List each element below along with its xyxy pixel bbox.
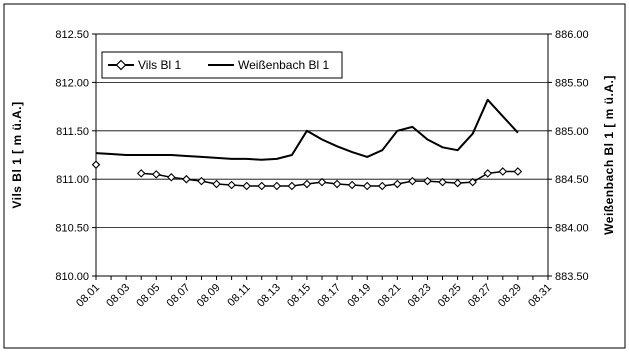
data-point-vils <box>483 169 493 178</box>
data-point-vils <box>167 172 176 182</box>
y-left-tick-label: 811.00 <box>56 174 89 186</box>
y-left-tick-label: 810.50 <box>55 223 89 235</box>
y-left-tick-label: 810.00 <box>55 271 89 283</box>
data-point-vils <box>332 179 342 189</box>
data-point-vils <box>151 170 161 179</box>
data-point-vils <box>438 177 447 187</box>
data-point-vils <box>513 167 523 176</box>
legend-label-vils: Vils Bl 1 <box>138 58 181 72</box>
y-right-tick-label: 885.50 <box>555 77 589 89</box>
data-point-vils <box>197 176 206 186</box>
data-point-vils <box>91 160 101 169</box>
y-right-tick-label: 884.50 <box>555 174 589 186</box>
series-line-weissenbach <box>95 98 519 161</box>
data-point-vils <box>302 179 312 189</box>
data-point-vils <box>257 181 267 191</box>
y-right-tick-label: 886.00 <box>555 29 589 41</box>
data-point-vils <box>272 181 282 191</box>
data-point-vils <box>212 179 221 189</box>
legend-label-weissenbach: Weißenbach Bl 1 <box>238 58 329 72</box>
data-point-vils <box>498 167 508 176</box>
data-point-vils <box>317 177 327 187</box>
y-right-tick-label: 884.00 <box>555 223 589 235</box>
series-layer <box>91 98 523 191</box>
legend-layer: Vils Bl 1 Weißenbach Bl 1 <box>101 51 343 79</box>
data-point-vils <box>242 181 251 191</box>
y-left-tick-label: 812.50 <box>55 29 89 41</box>
data-point-vils <box>227 180 236 190</box>
y-axis-left-title: Vils Bl 1 [ m ü.A.] <box>10 101 24 208</box>
data-point-vils <box>423 176 432 186</box>
data-point-vils <box>453 178 462 188</box>
y-left-tick-label: 811.50 <box>56 126 89 138</box>
data-point-vils <box>182 174 191 184</box>
data-point-vils <box>287 181 297 191</box>
data-point-vils <box>347 180 357 190</box>
data-point-vils <box>362 181 372 191</box>
legend-marker-vils <box>115 59 127 71</box>
y-axis-right-title: Weißenbach Bl 1 [ m ü.A.] <box>602 75 616 235</box>
data-point-vils <box>408 176 417 186</box>
y-right-tick-label: 883.50 <box>555 271 589 283</box>
data-point-vils <box>136 169 146 178</box>
y-left-tick-label: 812.00 <box>55 77 89 89</box>
data-point-vils <box>377 181 387 191</box>
data-point-vils <box>393 179 402 189</box>
data-point-vils <box>468 177 477 187</box>
y-right-tick-label: 885.00 <box>555 126 589 138</box>
